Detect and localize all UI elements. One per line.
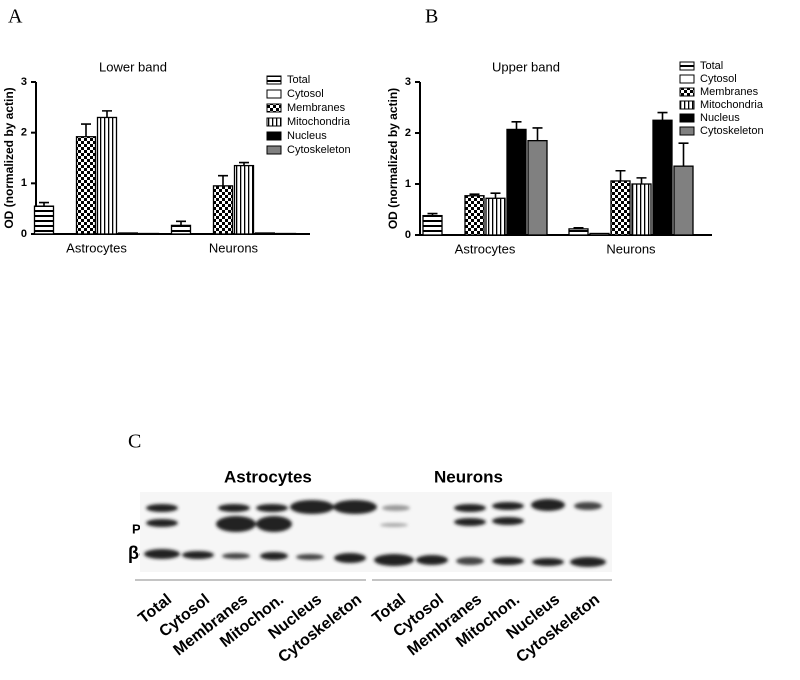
- legend-label: Nucleus: [287, 130, 327, 142]
- x-tick-label: Neurons: [209, 240, 259, 255]
- panel-label: B: [425, 6, 438, 28]
- y-axis-label: OD (normalized by actin): [386, 88, 400, 229]
- legend-label: Membranes: [287, 102, 346, 114]
- legend-swatch: [679, 74, 695, 84]
- legend-swatch: [679, 113, 695, 123]
- bar: [610, 180, 631, 236]
- y-tick-label: 1: [21, 177, 27, 189]
- bar: [138, 232, 160, 235]
- legend-label: Cytoskeleton: [700, 125, 764, 137]
- bar: [254, 232, 276, 235]
- bar: [96, 116, 118, 235]
- bar: [75, 136, 97, 235]
- bar: [527, 139, 548, 236]
- y-tick-label: 0: [21, 228, 27, 240]
- blot: C Astrocytes Neurons PON2 β-actin: [128, 431, 612, 581]
- error-bar: [532, 127, 543, 141]
- legend-label: Total: [700, 60, 723, 72]
- error-bar: [469, 193, 480, 196]
- legend-swatch: [679, 61, 695, 71]
- error-bar: [678, 142, 689, 167]
- chart-title: Lower band: [99, 59, 167, 74]
- y-tick-label: 3: [21, 76, 27, 88]
- bar: [506, 128, 527, 236]
- legend-swatch: [266, 117, 282, 127]
- error-bar: [176, 220, 186, 226]
- legend-label: Cytoskeleton: [287, 144, 351, 156]
- group-label: Neurons: [434, 467, 503, 486]
- y-tick-label: 2: [405, 127, 411, 139]
- x-tick-label: Astrocytes: [66, 240, 127, 255]
- legend-swatch: [679, 100, 695, 110]
- legend-label: Membranes: [700, 86, 759, 98]
- bar: [631, 183, 652, 236]
- error-bar: [511, 120, 522, 130]
- legend-swatch: [266, 75, 282, 85]
- bar: [275, 232, 297, 235]
- error-bar: [239, 161, 249, 166]
- legend-swatch: [679, 126, 695, 136]
- legend-swatch: [679, 87, 695, 97]
- error-bar: [218, 174, 228, 186]
- x-tick-label: Neurons: [606, 241, 656, 256]
- error-bar: [39, 201, 49, 207]
- bar: [673, 165, 694, 236]
- error-bar: [636, 177, 647, 184]
- bar: [568, 228, 589, 236]
- bar: [212, 185, 234, 235]
- bands: [144, 499, 606, 567]
- error-bar: [490, 192, 501, 199]
- legend-label: Total: [287, 74, 310, 86]
- x-tick-label: Astrocytes: [455, 241, 516, 256]
- y-tick-label: 0: [405, 229, 411, 241]
- bar: [117, 232, 139, 235]
- y-tick-label: 3: [405, 76, 411, 88]
- bar: [233, 164, 255, 235]
- legend-label: Nucleus: [700, 112, 740, 124]
- bar: [652, 119, 673, 236]
- error-bar: [102, 110, 112, 118]
- y-axis-label: OD (normalized by actin): [2, 87, 16, 228]
- chart-title: Upper band: [492, 59, 560, 74]
- error-bar: [615, 169, 626, 181]
- panel-label: C: [128, 431, 141, 453]
- bar: [464, 195, 485, 236]
- error-bar: [427, 212, 438, 216]
- legend-label: Mitochondria: [700, 99, 764, 111]
- bar: [589, 232, 610, 236]
- legend-label: Cytosol: [700, 73, 737, 85]
- bar: [170, 224, 192, 235]
- bar: [33, 205, 55, 235]
- error-bar: [573, 227, 584, 229]
- legend-label: Mitochondria: [287, 116, 351, 128]
- bar: [422, 214, 443, 236]
- legend-swatch: [266, 103, 282, 113]
- legend-swatch: [266, 89, 282, 99]
- legend-swatch: [266, 131, 282, 141]
- y-tick-label: 1: [405, 178, 411, 190]
- bar: [485, 197, 506, 236]
- error-bar: [81, 123, 91, 137]
- error-bar: [657, 111, 668, 121]
- legend-label: Cytosol: [287, 88, 324, 100]
- legend-swatch: [266, 145, 282, 155]
- panel-label: A: [8, 6, 23, 28]
- y-tick-label: 2: [21, 127, 27, 139]
- group-label: Astrocytes: [224, 467, 312, 486]
